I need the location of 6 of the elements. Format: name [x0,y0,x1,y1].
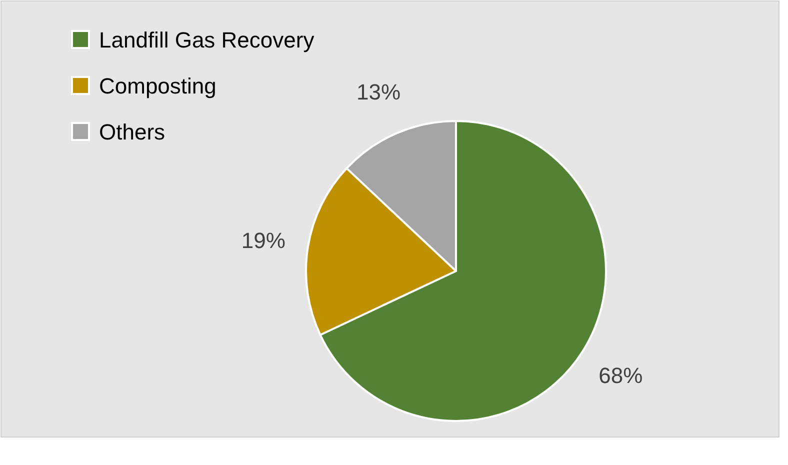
legend-label: Landfill Gas Recovery [99,28,314,52]
data-label: 68% [598,362,643,388]
legend-label: Others [99,120,166,144]
legend-label: Composting [99,74,216,98]
data-label: 13% [356,80,401,105]
data-label: 19% [241,228,286,253]
